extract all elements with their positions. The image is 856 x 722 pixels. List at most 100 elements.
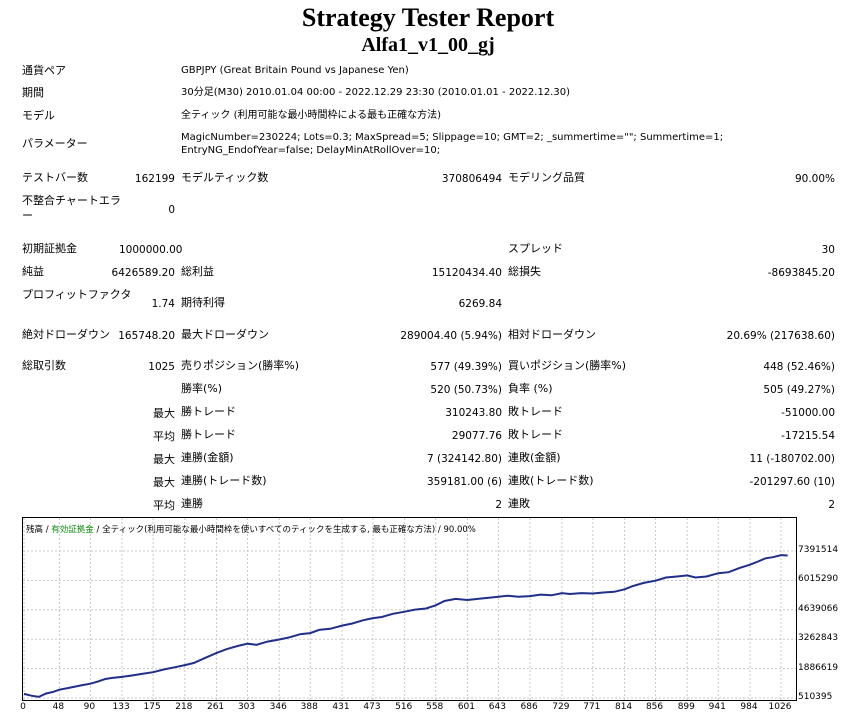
y-tick-label: 6015290 — [798, 574, 839, 585]
y-tick-label: 1886619 — [798, 662, 839, 673]
total-trades-label: 総取引数 — [22, 359, 66, 372]
legend-balance: 残高 — [26, 525, 44, 535]
balance-series-line — [23, 554, 788, 698]
y-tick-label: 4639066 — [798, 603, 839, 614]
win-rate-label: 勝率(%) — [181, 382, 223, 395]
largest-win-value: 310243.80 — [445, 407, 502, 419]
x-tick-label: 473 — [363, 702, 381, 712]
avg-cons-wins-value: 2 — [495, 499, 502, 511]
x-tick-label: 516 — [395, 702, 413, 712]
bars-label: テストバー数 — [22, 171, 88, 184]
legend-sep-1: / — [43, 525, 52, 535]
x-tick-label: 90 — [83, 702, 96, 712]
total-trades-value: 1025 — [148, 361, 175, 373]
info-label-parameters: パラメーター — [22, 137, 88, 150]
gross-loss-value: -8693845.20 — [767, 267, 835, 279]
expected-payoff-label: 期待利得 — [181, 296, 225, 309]
short-positions-value: 577 (49.39%) — [430, 361, 502, 373]
largest-loss-value: -51000.00 — [781, 407, 835, 419]
profit-factor-label: プロフィットファクタ — [22, 288, 132, 301]
info-value-parameters: MagicNumber=230224; Lots=0.3; MaxSpread=… — [181, 132, 724, 156]
sub-label-avg: 平均 — [153, 430, 175, 443]
ticks-value: 370806494 — [441, 173, 502, 185]
x-tick-label: 643 — [488, 702, 506, 712]
ticks-label: モデルティック数 — [181, 171, 269, 184]
info-label-period: 期間 — [22, 86, 44, 99]
mismatch-label: 不整合チャートエラー — [22, 194, 121, 222]
legend-equity: 有効証拠金 — [51, 525, 94, 535]
deposit-label: 初期証拠金 — [22, 242, 77, 255]
report-title: Strategy Tester Report — [301, 3, 555, 32]
avg-loss-label: 敗トレード — [508, 428, 563, 441]
avg-win-label: 勝トレード — [181, 428, 236, 441]
x-tick-label: 771 — [583, 702, 601, 712]
short-positions-label: 売りポジション(勝率%) — [181, 359, 300, 372]
legend-model: 全ティック(利用可能な最小時間枠を使いすべてのティックを生成する, 最も正確な方… — [102, 525, 476, 535]
chart-legend: 残高 / 有効証拠金 / 全ティック(利用可能な最小時間枠を使いすべてのティック… — [26, 523, 476, 535]
spread-value: 30 — [821, 244, 835, 256]
deposit-value: 1000000.00 — [119, 244, 183, 256]
long-positions-label: 買いポジション(勝率%) — [508, 359, 627, 372]
x-tick-label: 388 — [300, 702, 318, 712]
max-drawdown-label: 最大ドローダウン — [181, 328, 269, 341]
rel-drawdown-label: 相対ドローダウン — [508, 328, 596, 341]
abs-drawdown-value: 165748.20 — [118, 330, 175, 342]
largest-win-label: 勝トレード — [181, 405, 236, 418]
balance-chart — [22, 517, 797, 701]
x-tick-label: 303 — [237, 702, 256, 712]
info-label-model: モデル — [22, 109, 55, 122]
spread-label: スプレッド — [508, 242, 563, 255]
sub-label-avg-2: 平均 — [153, 499, 175, 512]
max-cons-loss-label: 連敗(トレード数) — [508, 474, 594, 487]
balance-chart-svg — [23, 518, 796, 700]
y-tick-label: 7391514 — [798, 544, 839, 555]
y-tick-label: 510395 — [798, 692, 833, 702]
info-label-symbol: 通貨ペア — [22, 64, 66, 77]
gross-loss-label: 総損失 — [508, 265, 541, 278]
avg-cons-losses-value: 2 — [828, 499, 835, 511]
avg-loss-value: -17215.54 — [781, 430, 835, 442]
max-cons-losses-amt-label: 連敗(金額) — [508, 451, 561, 464]
gross-profit-value: 15120434.40 — [431, 267, 502, 279]
x-tick-label: 856 — [645, 702, 664, 712]
avg-cons-losses-label: 連敗 — [508, 497, 530, 510]
bars-value: 162199 — [134, 173, 175, 185]
rel-drawdown-value: 20.69% (217638.60) — [726, 330, 835, 342]
avg-win-value: 29077.76 — [451, 430, 502, 442]
x-tick-label: 601 — [457, 702, 475, 712]
legend-sep-2: / — [93, 525, 103, 535]
net-profit-value: 6426589.20 — [111, 267, 175, 279]
quality-label: モデリング品質 — [508, 171, 585, 184]
max-cons-loss-value: -201297.60 (10) — [749, 476, 835, 488]
max-cons-wins-amt-label: 連勝(金額) — [181, 451, 234, 464]
x-tick-label: 814 — [614, 702, 633, 712]
info-value-symbol: GBPJPY (Great Britain Pound vs Japanese … — [181, 65, 409, 76]
x-tick-label: 218 — [175, 702, 193, 712]
x-tick-label: 261 — [206, 702, 225, 712]
x-tick-label: 984 — [740, 702, 758, 712]
x-tick-label: 686 — [520, 702, 538, 712]
max-cons-wins-amt-value: 7 (324142.80) — [427, 453, 502, 465]
x-tick-label: 899 — [677, 702, 695, 712]
x-tick-label: 48 — [52, 702, 65, 712]
loss-rate-value: 505 (49.27%) — [763, 384, 835, 396]
x-tick-label: 431 — [332, 702, 350, 712]
sub-label-max: 最大 — [153, 407, 175, 420]
net-profit-label: 純益 — [22, 265, 44, 278]
report-subtitle: Alfa1_v1_00_gj — [361, 34, 495, 56]
sub-label-max-2: 最大 — [153, 453, 175, 466]
max-drawdown-value: 289004.40 (5.94%) — [400, 330, 502, 342]
mismatch-value: 0 — [168, 204, 175, 216]
info-value-period: 30分足(M30) 2010.01.04 00:00 - 2022.12.29 … — [181, 87, 570, 98]
x-tick-label: 941 — [708, 702, 726, 712]
long-positions-value: 448 (52.46%) — [763, 361, 835, 373]
max-cons-profit-value: 359181.00 (6) — [427, 476, 502, 488]
x-tick-label: 1026 — [768, 702, 792, 712]
win-rate-value: 520 (50.73%) — [430, 384, 502, 396]
x-tick-label: 346 — [269, 702, 287, 712]
profit-factor-value: 1.74 — [151, 298, 175, 310]
gross-profit-label: 総利益 — [181, 265, 214, 278]
avg-cons-wins-label: 連勝 — [181, 497, 203, 510]
x-tick-label: 0 — [20, 702, 26, 712]
loss-rate-label: 負率 (%) — [508, 382, 553, 395]
